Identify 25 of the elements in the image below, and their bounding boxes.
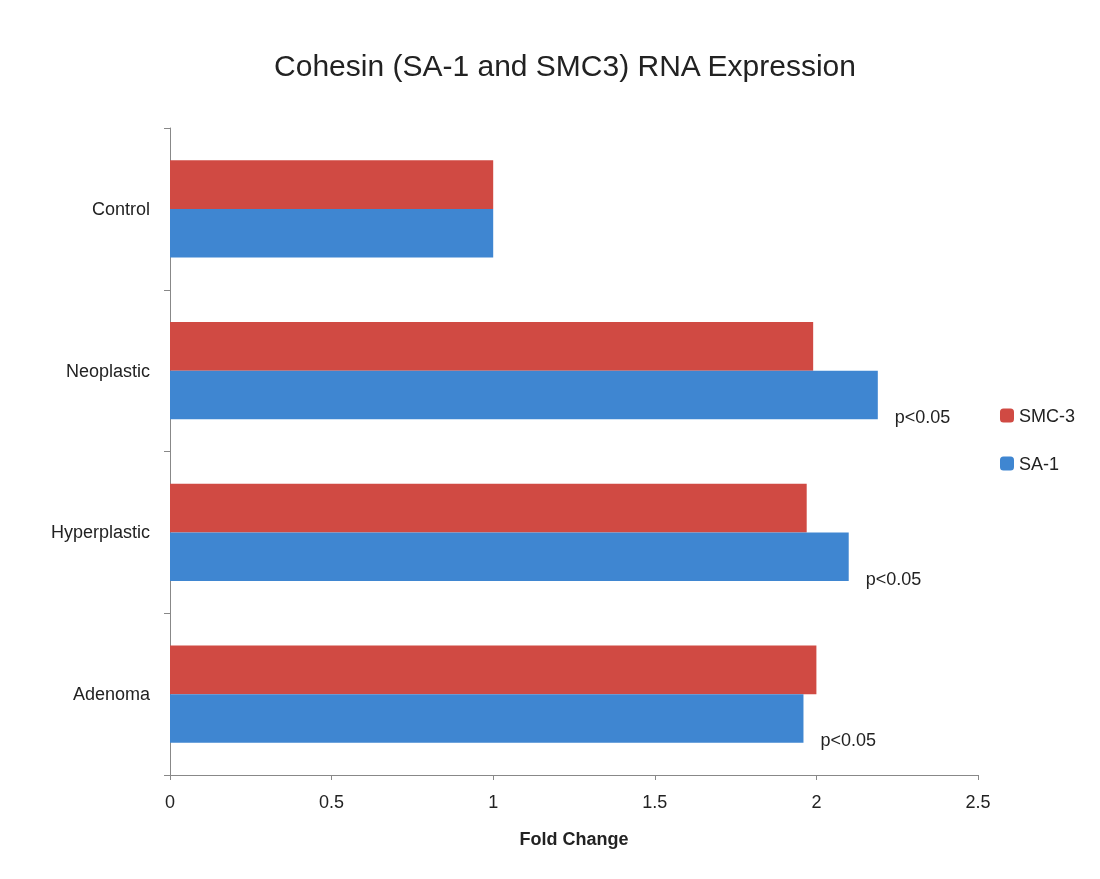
x-tick-label: 1	[488, 792, 499, 812]
bar	[170, 694, 804, 743]
x-tick-label: 2.5	[965, 792, 991, 812]
bar	[170, 370, 878, 420]
y-tick-label: Hyperplastic	[50, 522, 150, 543]
y-tick-label: Control	[91, 198, 150, 219]
y-tick-label: Adenoma	[72, 684, 151, 705]
bar	[170, 532, 849, 581]
x-tick-label: 0	[164, 792, 176, 812]
x-tick-label: 1.5	[642, 792, 668, 812]
annotation: p<0.05	[865, 568, 922, 589]
bar	[170, 160, 494, 209]
x-tick-label: 2	[811, 792, 822, 812]
legend-label: SMC-3	[1019, 405, 1076, 426]
bar	[170, 483, 807, 533]
annotation: p<0.05	[894, 406, 951, 427]
x-tick-label: 0.5	[319, 792, 345, 812]
legend-label: SA-1	[1019, 453, 1060, 474]
annotation: p<0.05	[820, 730, 877, 751]
bar	[170, 645, 817, 695]
bar	[170, 208, 494, 258]
y-tick-label: Neoplastic	[65, 360, 150, 381]
chart-title: Cohesin (SA-1 and SMC3) RNA Expression	[274, 48, 856, 82]
bar	[170, 322, 814, 371]
x-axis-title: Fold Change	[519, 829, 629, 849]
